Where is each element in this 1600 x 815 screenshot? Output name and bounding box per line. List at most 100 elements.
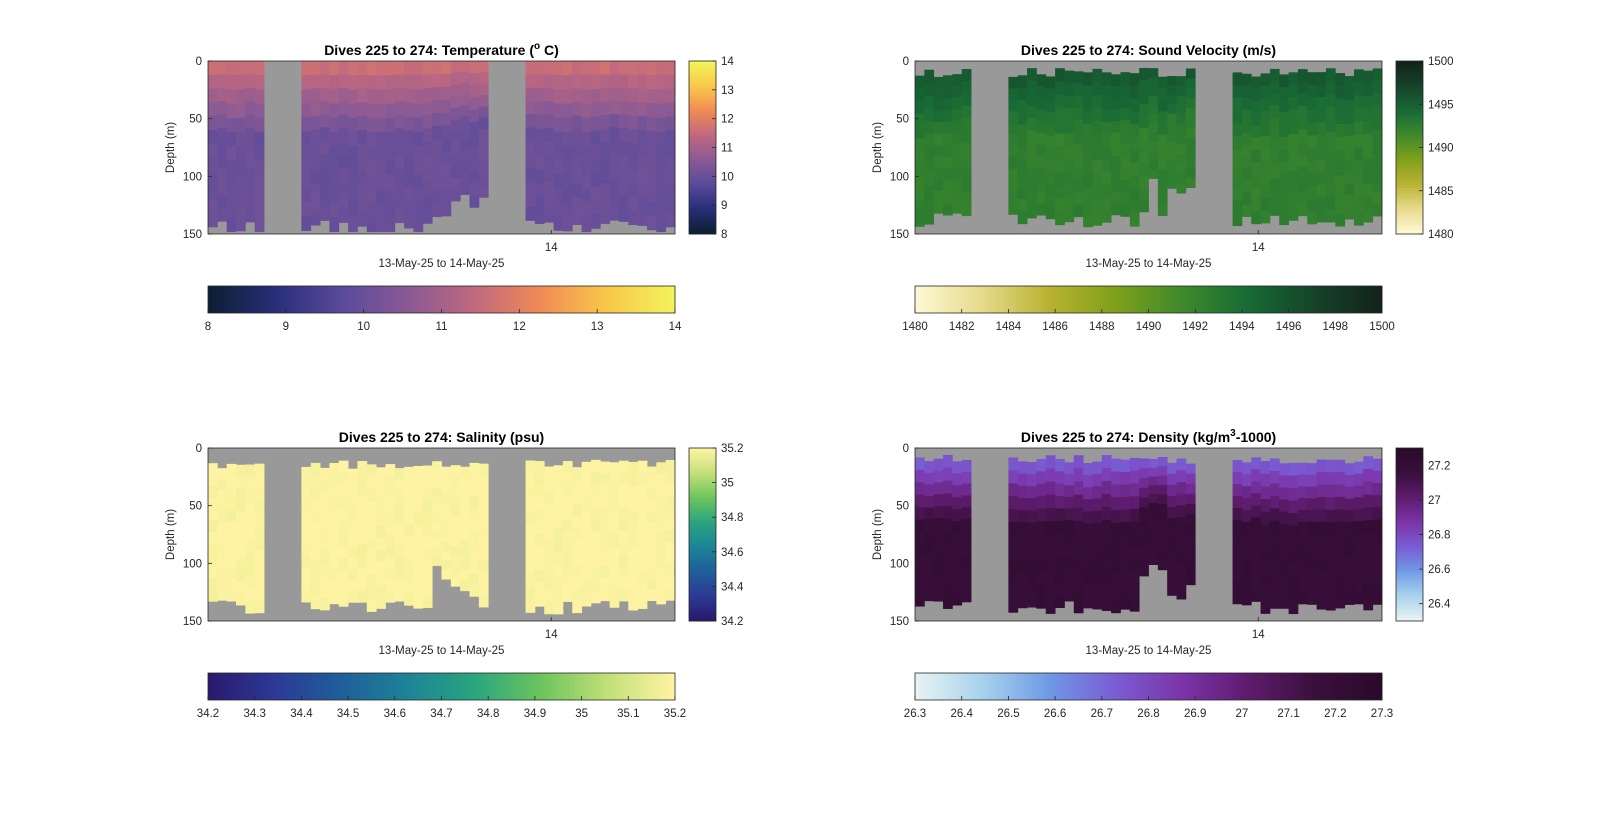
data-cell bbox=[1167, 160, 1177, 171]
data-cell bbox=[1027, 118, 1037, 131]
data-cell bbox=[628, 156, 639, 171]
bottom-colorbar-swatch bbox=[1366, 286, 1371, 313]
data-cell bbox=[1083, 499, 1093, 512]
bottom-colorbar-swatch bbox=[1020, 286, 1025, 313]
data-cell bbox=[1036, 191, 1047, 204]
data-cell bbox=[348, 117, 358, 133]
data-cell bbox=[208, 185, 218, 200]
bottom-colorbar-swatch bbox=[577, 673, 583, 700]
bottom-colorbar-swatch bbox=[1346, 673, 1352, 700]
data-cell bbox=[385, 475, 396, 488]
bottom-colorbar-swatch bbox=[1370, 286, 1375, 313]
data-cell bbox=[544, 101, 554, 116]
data-cell bbox=[1260, 499, 1271, 513]
data-cell bbox=[394, 209, 405, 224]
bottom-colorbar-swatch bbox=[1311, 286, 1317, 313]
data-cell bbox=[366, 103, 377, 119]
data-cell bbox=[1092, 486, 1103, 499]
bottom-colorbar-swatch bbox=[1358, 286, 1364, 313]
bottom-colorbar-swatch bbox=[527, 673, 532, 700]
bottom-colorbar-swatch bbox=[1308, 673, 1313, 700]
data-cell bbox=[1101, 197, 1112, 211]
data-cell bbox=[366, 203, 377, 218]
bottom-colorbar-swatch bbox=[1167, 286, 1173, 313]
data-cell bbox=[1157, 146, 1168, 159]
data-cell bbox=[1064, 171, 1075, 185]
data-cell bbox=[525, 140, 536, 155]
data-cell bbox=[394, 128, 405, 143]
data-cell bbox=[357, 171, 368, 186]
data-cell bbox=[1353, 173, 1364, 187]
data-cell bbox=[1017, 583, 1028, 597]
bottom-colorbar-swatch bbox=[1366, 673, 1371, 700]
data-cell bbox=[1185, 554, 1196, 565]
data-cell bbox=[1129, 534, 1140, 548]
data-cell bbox=[1260, 524, 1271, 538]
data-cell bbox=[1307, 135, 1318, 149]
data-cell bbox=[1251, 517, 1261, 530]
side-colorbar-swatch bbox=[689, 222, 716, 226]
data-cell bbox=[217, 534, 228, 546]
data-cell bbox=[1251, 493, 1261, 506]
data-cell bbox=[581, 497, 592, 511]
data-cell bbox=[1335, 200, 1346, 214]
data-cell bbox=[404, 570, 414, 583]
bottom-colorbar-swatch bbox=[957, 286, 963, 313]
data-cell bbox=[1176, 154, 1187, 165]
data-cell bbox=[553, 514, 564, 528]
data-cell bbox=[656, 174, 667, 190]
data-cell bbox=[618, 154, 629, 169]
data-cell bbox=[665, 102, 676, 117]
data-cell bbox=[1363, 158, 1374, 173]
data-cell bbox=[1316, 484, 1327, 498]
data-cell bbox=[329, 463, 340, 476]
bottom-colorbar-swatch bbox=[542, 673, 548, 700]
bottom-colorbar-swatch bbox=[946, 286, 951, 313]
bottom-colorbar-swatch bbox=[1058, 673, 1064, 700]
bottom-colorbar-swatch bbox=[449, 673, 454, 700]
data-cell bbox=[441, 494, 452, 505]
data-cell bbox=[924, 472, 935, 485]
data-cell bbox=[422, 489, 433, 502]
data-cell bbox=[329, 592, 340, 605]
data-cell bbox=[432, 530, 442, 540]
data-cell bbox=[609, 167, 620, 181]
bottom-colorbar-swatch bbox=[601, 286, 606, 313]
data-cell bbox=[301, 159, 312, 175]
bottom-colorbar-swatch bbox=[632, 286, 637, 313]
data-cell bbox=[1335, 111, 1346, 125]
data-cell bbox=[1167, 132, 1177, 142]
data-cell bbox=[254, 463, 265, 477]
data-cell bbox=[534, 485, 545, 498]
data-cell bbox=[1027, 205, 1037, 219]
data-cell bbox=[217, 181, 228, 195]
data-cell bbox=[310, 462, 321, 476]
data-cell bbox=[1111, 574, 1121, 588]
data-cell bbox=[226, 203, 237, 218]
data-cell bbox=[441, 466, 452, 477]
side-colorbar-swatch bbox=[1396, 473, 1423, 478]
data-cell bbox=[1232, 472, 1243, 485]
data-cell bbox=[236, 174, 246, 189]
data-cell bbox=[460, 150, 470, 162]
data-cell bbox=[310, 115, 321, 130]
data-cell bbox=[637, 88, 648, 103]
data-cell bbox=[338, 509, 349, 522]
y-tick-label: 50 bbox=[896, 114, 909, 126]
bottom-colorbar-label: 9 bbox=[283, 321, 289, 333]
data-cell bbox=[628, 170, 639, 185]
data-cell bbox=[1101, 532, 1112, 547]
data-cell bbox=[609, 153, 620, 168]
data-cell bbox=[236, 160, 246, 175]
data-cell bbox=[1363, 584, 1374, 598]
side-colorbar-label: 27 bbox=[1428, 495, 1441, 507]
bottom-colorbar-swatch bbox=[1012, 286, 1017, 313]
data-cell bbox=[1017, 534, 1028, 548]
data-cell bbox=[933, 506, 944, 519]
data-cell bbox=[1288, 513, 1299, 527]
data-cell bbox=[394, 512, 405, 524]
data-cell bbox=[208, 543, 218, 556]
data-cell bbox=[609, 462, 620, 475]
bottom-colorbar-swatch bbox=[1148, 286, 1153, 313]
data-cell bbox=[1363, 83, 1374, 97]
